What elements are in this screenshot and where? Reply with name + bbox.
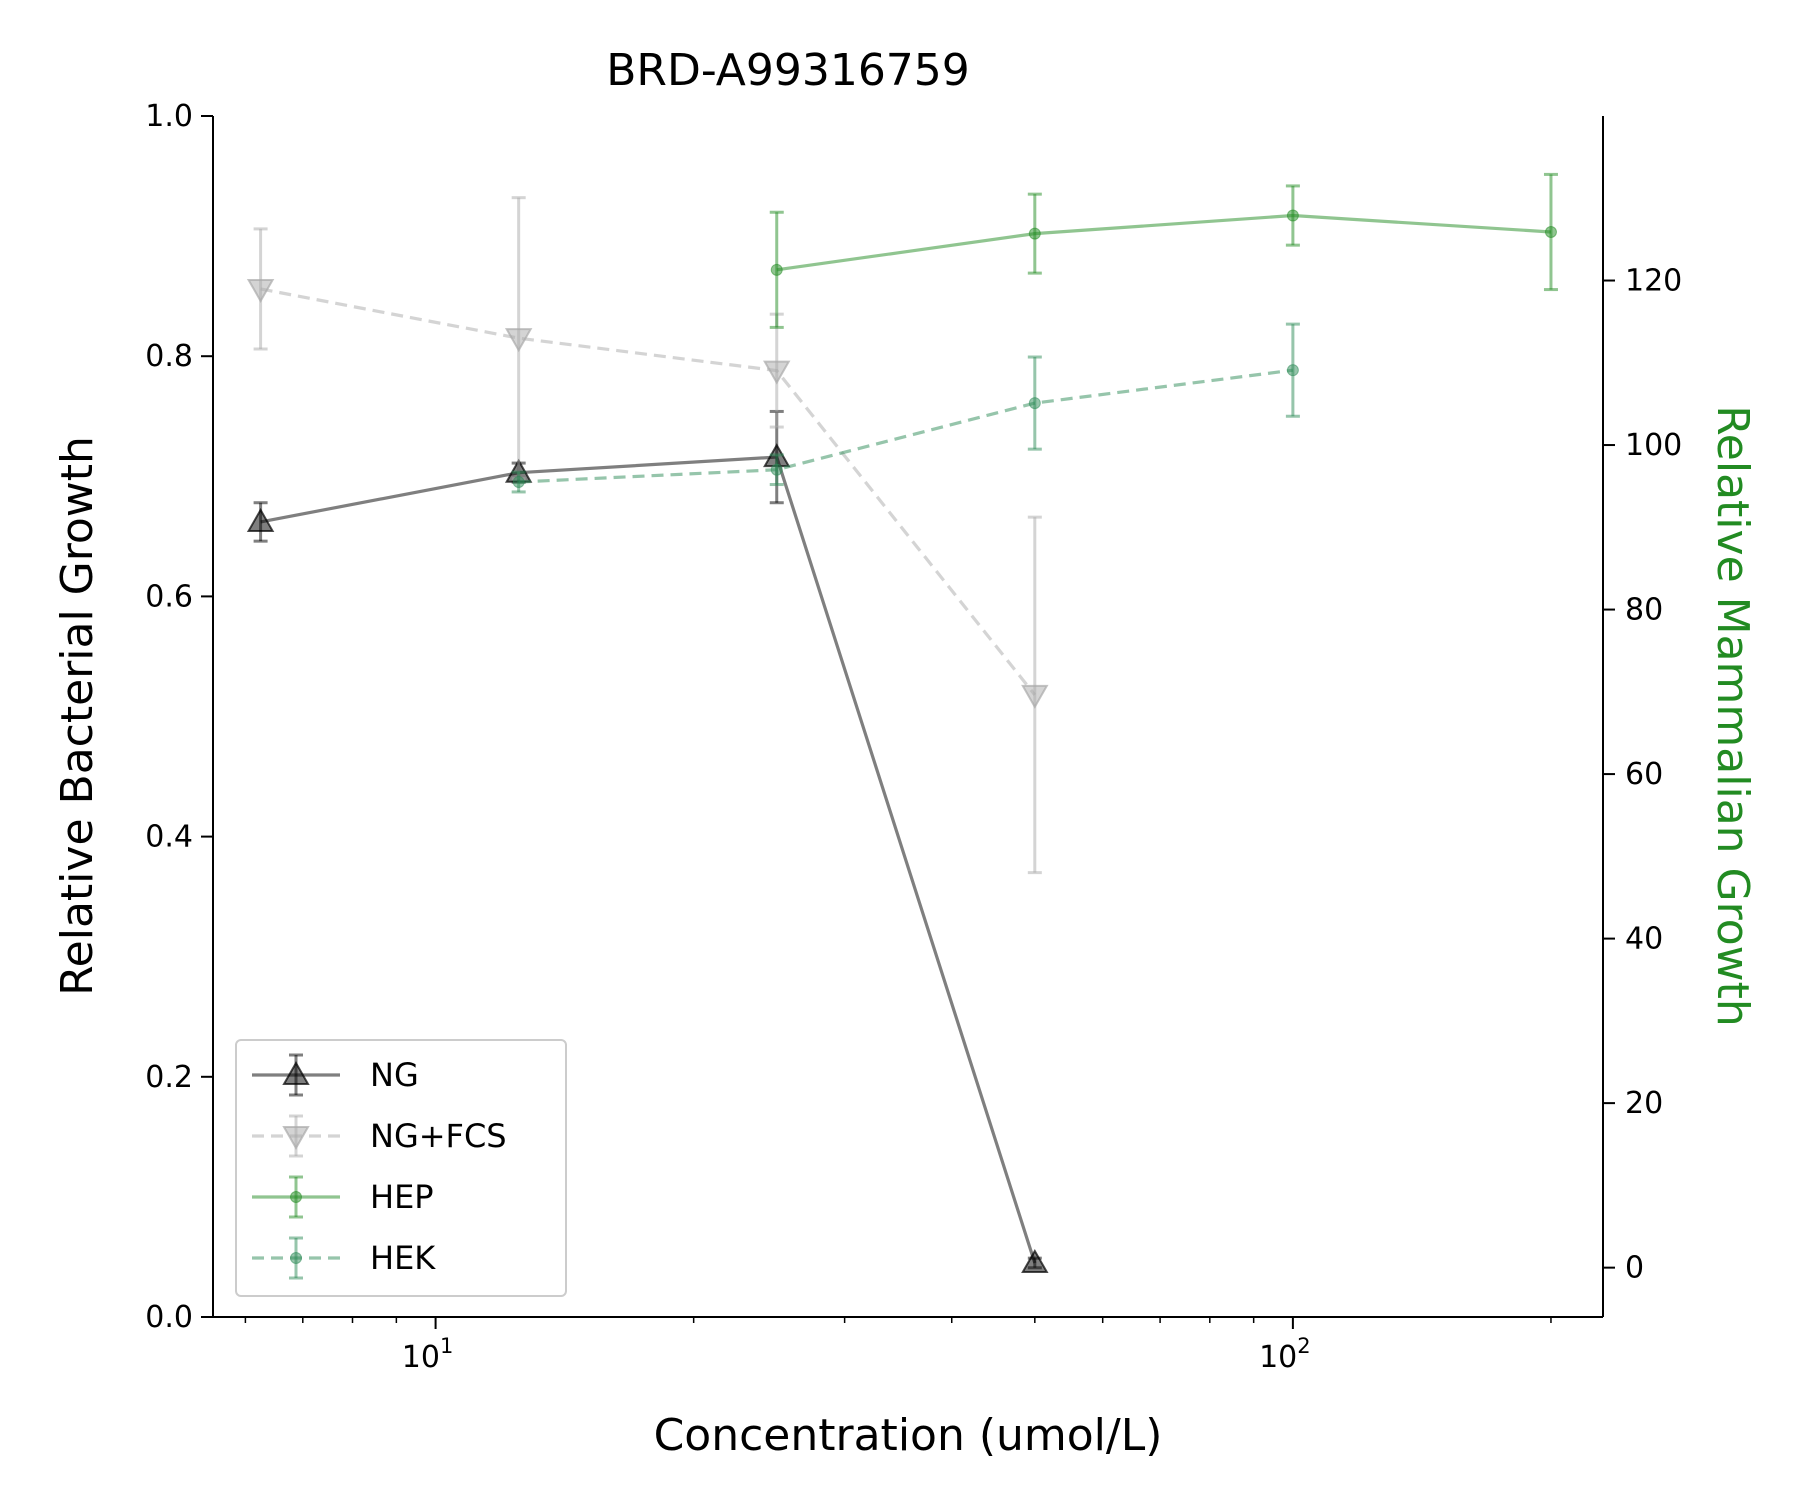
y2-tick-label: 40 bbox=[1625, 922, 1663, 957]
data-point-ng-fcs bbox=[763, 360, 791, 385]
y2-tick-label: 20 bbox=[1625, 1086, 1663, 1121]
data-point-ng-fcs bbox=[246, 278, 275, 303]
data-point-ng bbox=[1021, 1248, 1049, 1273]
data-point-hep bbox=[770, 263, 783, 276]
y-tick-label: 1.0 bbox=[145, 99, 193, 134]
series-line-ng-fcs bbox=[260, 287, 1037, 696]
y-tick-label: 0.8 bbox=[145, 339, 193, 374]
data-point-hek bbox=[1286, 364, 1299, 377]
data-point-ng-fcs bbox=[1021, 684, 1049, 709]
legend-label: HEK bbox=[370, 1239, 436, 1277]
legend-label: HEP bbox=[370, 1178, 434, 1216]
data-point-ng-fcs bbox=[504, 328, 533, 353]
data-point-hep bbox=[1286, 209, 1299, 222]
series-line-hep bbox=[776, 213, 1552, 272]
y2-tick-label: 80 bbox=[1625, 593, 1663, 628]
y2-tick-label: 120 bbox=[1625, 264, 1682, 299]
y2-tick-label: 0 bbox=[1625, 1251, 1644, 1286]
legend-item-ng-fcs: NG+FCS bbox=[252, 1114, 507, 1158]
legend: NG NG+FCS HEP HEK bbox=[235, 1039, 567, 1297]
plot-area bbox=[246, 172, 1558, 1273]
y-tick-label: 0.0 bbox=[145, 1300, 193, 1335]
data-point-hep bbox=[1544, 225, 1557, 238]
chart-title: BRD-A99316759 bbox=[606, 45, 970, 96]
y2-tick-label: 60 bbox=[1625, 757, 1663, 792]
x-axis-label: Concentration (umol/L) bbox=[654, 1410, 1163, 1461]
data-point-hep bbox=[1028, 227, 1041, 240]
legend-marker bbox=[282, 1126, 310, 1151]
x-tick-label: 101 bbox=[402, 1334, 454, 1375]
y-tick-label: 0.4 bbox=[145, 820, 193, 855]
legend-item-hek: HEK bbox=[252, 1236, 436, 1280]
legend-label: NG bbox=[370, 1056, 419, 1094]
y-axis-label: Relative Bacterial Growth bbox=[52, 436, 103, 996]
data-point-hek bbox=[512, 476, 525, 489]
legend-marker bbox=[290, 1252, 302, 1264]
series-line-hek bbox=[518, 368, 1294, 484]
legend-label: NG+FCS bbox=[370, 1117, 507, 1155]
legend-item-hep: HEP bbox=[252, 1175, 434, 1219]
data-point-ng bbox=[246, 507, 275, 532]
y-tick-label: 0.2 bbox=[145, 1060, 193, 1095]
legend-marker bbox=[282, 1060, 310, 1085]
legend-marker bbox=[290, 1191, 302, 1203]
y-tick-label: 0.6 bbox=[145, 579, 193, 614]
x-tick-label: 102 bbox=[1259, 1334, 1311, 1375]
y2-tick-label: 100 bbox=[1625, 428, 1682, 463]
legend-item-ng: NG bbox=[252, 1053, 419, 1097]
data-point-hek bbox=[1028, 397, 1041, 410]
y2-axis-label: Relative Mammalian Growth bbox=[1707, 405, 1758, 1027]
legend-box bbox=[235, 1039, 567, 1297]
series-line-ng bbox=[260, 455, 1037, 1264]
data-point-hek bbox=[770, 463, 783, 476]
